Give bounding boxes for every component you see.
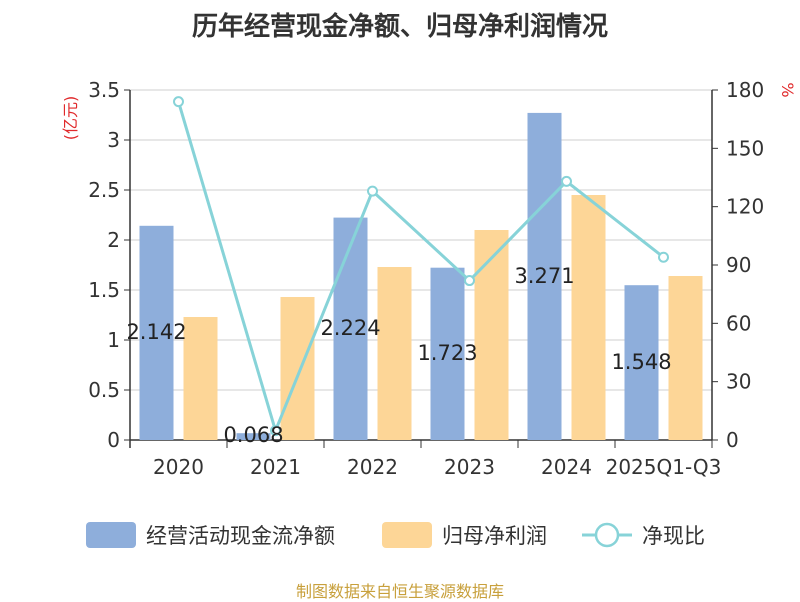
bar-net-profit — [280, 297, 315, 440]
left-tick-label: 2 — [107, 228, 120, 252]
bar-cash-flow — [139, 225, 174, 440]
legend-marker-cash-ratio — [594, 522, 620, 548]
bar-value-label: 3.271 — [514, 264, 574, 288]
bar-net-profit — [377, 267, 412, 440]
bar-cash-flow — [527, 112, 562, 441]
legend-label-cash-ratio: 净现比 — [642, 524, 705, 548]
right-axis-unit: % — [778, 82, 797, 97]
x-tick-label: 2021 — [250, 455, 301, 479]
right-tick-label: 120 — [726, 195, 764, 219]
bar-net-profit — [668, 276, 703, 440]
legend-swatch-net-profit — [382, 522, 432, 548]
line-point — [464, 275, 475, 287]
bar-value-label: 1.723 — [417, 341, 477, 365]
line-point — [270, 425, 281, 437]
source-note: 制图数据来自恒生聚源数据库 — [295, 582, 504, 601]
line-point — [367, 185, 378, 197]
line-cash-ratio — [177, 101, 665, 436]
left-tick-label: 3.5 — [88, 78, 120, 102]
left-axis-unit: (亿元) — [61, 96, 80, 141]
legend-label-net-profit: 归母净利润 — [442, 524, 547, 548]
x-tick-label: 2025Q1-Q3 — [606, 455, 722, 479]
chart-title: 历年经营现金净额、归母净利润情况 — [191, 12, 608, 42]
x-tick-label: 2022 — [347, 455, 398, 479]
right-tick-label: 0 — [726, 428, 739, 452]
bar-net-profit — [474, 230, 509, 440]
right-tick-label: 60 — [726, 311, 751, 335]
bar-cash-flow — [430, 267, 465, 440]
left-tick-label: 0 — [107, 428, 120, 452]
bar-value-label: 2.224 — [320, 316, 380, 340]
left-tick-label: 2.5 — [88, 178, 120, 202]
bar-value-label: 0.068 — [223, 423, 283, 447]
left-tick-label: 0.5 — [88, 378, 120, 402]
bar-cash-flow — [624, 285, 659, 440]
x-tick-label: 2020 — [153, 455, 204, 479]
left-tick-label: 1.5 — [88, 278, 120, 302]
left-tick-label: 3 — [107, 128, 120, 152]
right-tick-label: 150 — [726, 136, 764, 160]
line-point — [173, 96, 184, 108]
right-tick-label: 30 — [726, 370, 751, 394]
right-tick-label: 180 — [726, 78, 764, 102]
bar-net-profit — [571, 195, 606, 440]
left-tick-label: 1 — [107, 328, 120, 352]
legend-label-cash-flow: 经营活动现金流净额 — [146, 524, 335, 548]
line-point — [658, 251, 669, 263]
bar-net-profit — [183, 317, 218, 440]
bar-value-label: 1.548 — [611, 350, 671, 374]
right-tick-label: 90 — [726, 253, 751, 277]
bar-value-label: 2.142 — [126, 320, 186, 344]
bar-cash-flow — [333, 217, 368, 440]
x-tick-label: 2023 — [444, 455, 495, 479]
line-point — [561, 175, 572, 187]
legend-swatch-cash-flow — [86, 522, 136, 548]
x-tick-label: 2024 — [541, 455, 592, 479]
bar-cash-flow — [236, 433, 271, 440]
